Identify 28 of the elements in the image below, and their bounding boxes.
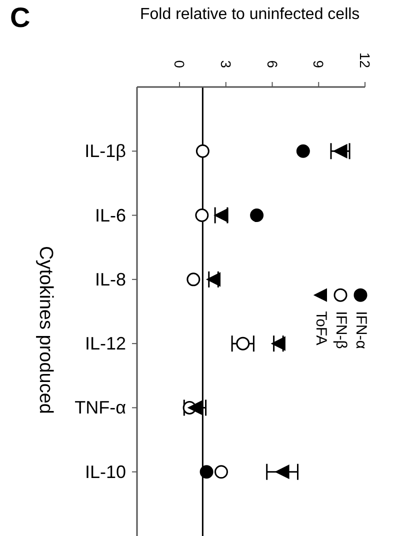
y-axis-title: Cytokines produced xyxy=(34,246,56,414)
point xyxy=(188,400,202,415)
point xyxy=(186,272,200,286)
point xyxy=(195,208,209,222)
x-axis-title: Fold relative to uninfected cells xyxy=(140,6,360,24)
y-tick-label: IL-10 xyxy=(84,462,126,482)
point xyxy=(236,336,250,350)
y-tick-label: TNF-α xyxy=(74,398,126,418)
legend-label: IFN-β xyxy=(332,311,350,349)
point xyxy=(333,144,348,158)
point xyxy=(275,464,290,479)
y-tick-label: IL-8 xyxy=(94,269,126,290)
text: C xyxy=(10,2,30,34)
x-tick-label: 9 xyxy=(310,60,327,68)
point xyxy=(250,208,264,222)
point xyxy=(196,144,210,158)
legend-label: IFN-α xyxy=(352,311,370,349)
y-tick-label: IL-6 xyxy=(94,205,126,226)
point xyxy=(214,465,228,479)
x-tick-label: 3 xyxy=(218,60,234,68)
x-tick-label: 12 xyxy=(357,52,373,68)
x-tick-label: 6 xyxy=(264,60,280,68)
y-tick-label: IL-12 xyxy=(84,334,126,354)
point xyxy=(200,465,214,479)
y-tick-label: IL-1β xyxy=(84,141,126,162)
x-tick-label: 0 xyxy=(172,60,188,68)
point xyxy=(296,144,310,158)
legend-label: ToFA xyxy=(312,311,330,346)
